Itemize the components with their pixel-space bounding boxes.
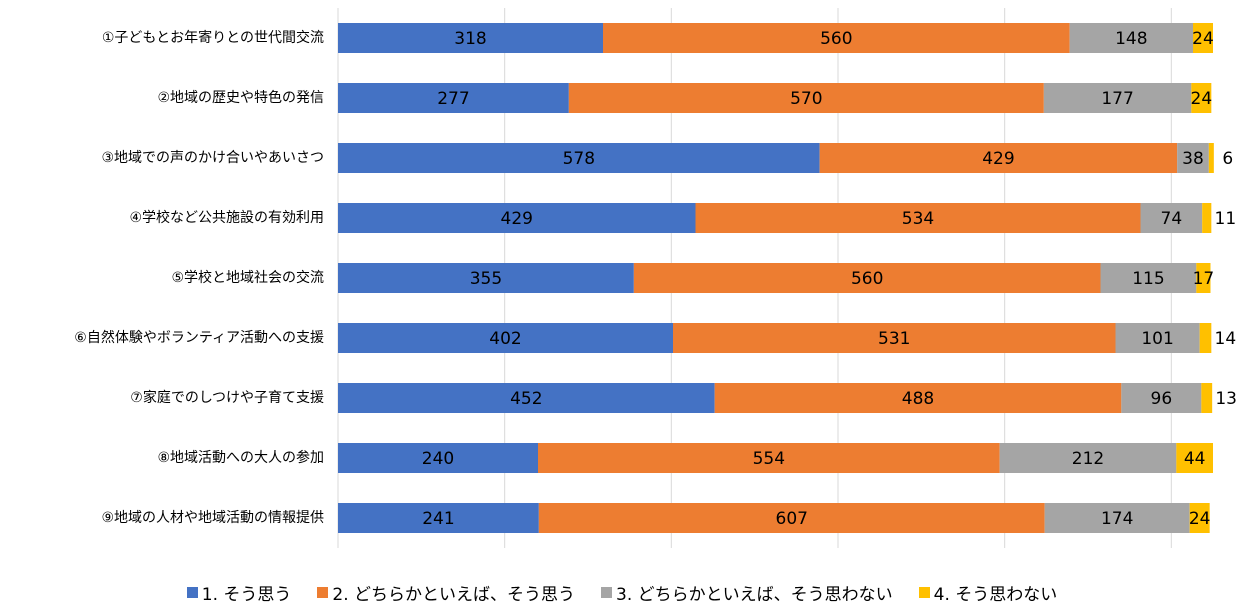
bar-segment xyxy=(338,383,715,413)
data-label: 241 xyxy=(422,509,454,529)
bar-segment xyxy=(1069,23,1193,53)
bar-segment xyxy=(999,443,1177,473)
data-label: 6 xyxy=(1222,149,1233,169)
category-label: ③地域での声のかけ合いやあいさつ xyxy=(101,150,324,166)
data-label: 11 xyxy=(1215,209,1237,229)
data-label: 318 xyxy=(454,29,486,49)
bar-segment xyxy=(338,203,696,233)
data-label: 177 xyxy=(1101,89,1133,109)
data-label: 38 xyxy=(1182,149,1204,169)
bar-segment xyxy=(633,263,1101,293)
bar-segment xyxy=(1191,83,1212,113)
bar-segment xyxy=(1208,143,1214,173)
category-label: ⑤学校と地域社会の交流 xyxy=(171,269,324,286)
category-label: ⑨地域の人材や地域活動の情報提供 xyxy=(101,510,324,526)
legend-label: 2. どちらかといえば、そう思う xyxy=(332,585,575,605)
bar-segment xyxy=(1201,383,1213,413)
bar-segment xyxy=(1177,143,1209,173)
data-label: 115 xyxy=(1132,269,1164,289)
data-label: 96 xyxy=(1151,389,1173,409)
data-label: 240 xyxy=(422,449,454,469)
value-labels: 318 560 148 24 277 570 177 24 578 429 38 6 429 534 74 1… xyxy=(422,29,1237,529)
bar-segment xyxy=(538,443,1000,473)
legend-label: 3. どちらかといえば、そう思わない xyxy=(616,585,893,605)
bars xyxy=(338,23,1214,533)
category-label: ②地域の歴史や特色の発信 xyxy=(157,89,324,106)
category-label: ①子どもとお年寄りとの世代間交流 xyxy=(102,29,324,46)
bar-segment xyxy=(1100,263,1197,293)
bar-segment xyxy=(1044,503,1190,533)
data-label: 277 xyxy=(437,89,469,109)
stacked-bar-chart: ①子どもとお年寄りとの世代間交流 ②地域の歴史や特色の発信 ③地域での声のかけ合いや… xyxy=(74,8,1237,548)
category-label: ④学校など公共施設の有効利用 xyxy=(129,209,324,226)
bar-segment xyxy=(338,83,569,113)
legend-item: 3. どちらかといえば、そう思わない xyxy=(601,580,893,605)
data-label: 14 xyxy=(1215,329,1237,349)
legend-label: 1. そう思う xyxy=(201,585,292,605)
legend-swatch xyxy=(918,587,930,598)
bar-segment xyxy=(568,83,1044,113)
bar-segment xyxy=(695,203,1141,233)
bar-segment xyxy=(1115,323,1200,353)
legend-swatch xyxy=(601,587,612,598)
legend-item: 4. そう思わない xyxy=(918,580,1058,605)
data-label: 554 xyxy=(753,449,785,469)
bar-segment xyxy=(1196,263,1211,293)
bar-segment xyxy=(338,443,538,473)
data-label: 488 xyxy=(902,389,934,409)
data-label: 24 xyxy=(1189,509,1211,529)
legend-swatch xyxy=(317,587,329,598)
data-label: 24 xyxy=(1191,89,1213,109)
legend-item: 2. どちらかといえば、そう思う xyxy=(317,580,575,605)
bar-segment xyxy=(1199,323,1212,353)
data-label: 429 xyxy=(982,149,1014,169)
data-label: 560 xyxy=(851,269,883,289)
bar-segment xyxy=(538,503,1045,533)
bar-segment xyxy=(1193,23,1213,53)
data-label: 570 xyxy=(790,89,822,109)
category-label: ⑥自然体験やボランティア活動への支援 xyxy=(74,329,324,346)
data-label: 24 xyxy=(1192,29,1214,49)
data-label: 44 xyxy=(1184,449,1206,469)
data-label: 534 xyxy=(902,209,934,229)
data-label: 560 xyxy=(820,29,852,49)
legend: 1. そう思う 2. どちらかといえば、そう思う 3. どちらかといえば、そう思わな… xyxy=(0,580,1244,605)
bar-segment xyxy=(714,383,1122,413)
bar-segment xyxy=(1043,83,1192,113)
bar-segment xyxy=(1121,383,1202,413)
bar-segment xyxy=(1176,443,1213,473)
data-label: 212 xyxy=(1072,449,1104,469)
bar-segment xyxy=(1202,203,1212,233)
bar-segment xyxy=(338,323,673,353)
data-label: 74 xyxy=(1161,209,1183,229)
category-label: ⑧地域活動への大人の参加 xyxy=(157,449,324,466)
bar-segment xyxy=(338,263,634,293)
data-label: 402 xyxy=(489,329,521,349)
bar-segment xyxy=(1189,503,1210,533)
bar-segment xyxy=(338,23,603,53)
legend-swatch xyxy=(186,587,198,598)
data-label: 578 xyxy=(563,149,595,169)
data-label: 531 xyxy=(878,329,910,349)
bar-segment xyxy=(1140,203,1203,233)
data-label: 148 xyxy=(1115,29,1147,49)
bar-segment xyxy=(603,23,1070,53)
data-label: 174 xyxy=(1101,509,1133,529)
data-label: 607 xyxy=(776,509,808,529)
data-label: 429 xyxy=(501,209,533,229)
legend-item: 1. そう思う xyxy=(186,580,292,605)
data-label: 101 xyxy=(1141,329,1173,349)
category-labels: ①子どもとお年寄りとの世代間交流 ②地域の歴史や特色の発信 ③地域での声のかけ合いや… xyxy=(74,29,324,526)
bar-segment xyxy=(338,143,820,173)
legend-label: 4. そう思わない xyxy=(933,585,1058,605)
data-label: 17 xyxy=(1193,269,1215,289)
data-label: 452 xyxy=(510,389,542,409)
data-label: 13 xyxy=(1215,389,1237,409)
data-label: 355 xyxy=(470,269,502,289)
bar-segment xyxy=(673,323,1116,353)
bar-segment xyxy=(338,503,539,533)
bar-segment xyxy=(819,143,1178,173)
category-label: ⑦家庭でのしつけや子育て支援 xyxy=(130,389,324,406)
